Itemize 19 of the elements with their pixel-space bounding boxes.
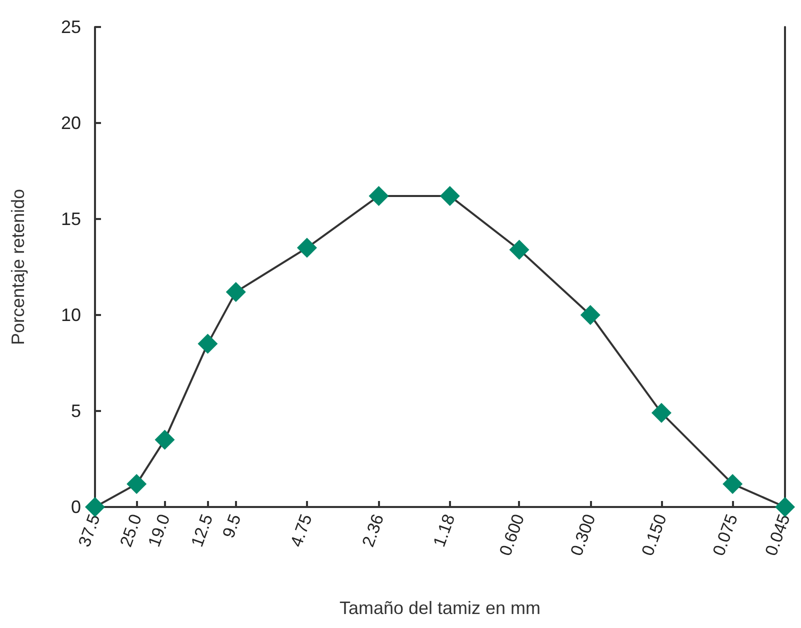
x-tick-label: 0.075 [709,512,742,558]
y-tick-label: 20 [60,113,81,133]
y-tick-label: 15 [60,209,81,229]
x-tick-label: 0.600 [496,512,528,558]
x-axis-title: Tamaño del tamiz en mm [339,598,541,618]
x-tick-label: 9.5 [218,512,245,540]
x-tick-label: 2.36 [358,512,388,550]
x-tick-label: 1.18 [430,512,459,550]
x-tick-label: 0.150 [638,512,670,558]
y-tick-label: 5 [70,401,81,421]
x-tick-label: 25.0 [116,512,146,550]
y-axis-title: Porcentaje retenido [8,188,28,346]
y-tick-label: 25 [60,17,81,37]
x-tick-label: 0.045 [762,512,794,558]
x-tick-label: 4.75 [286,512,316,550]
x-tick-label: 0.300 [566,512,600,558]
x-tick-label: 19.0 [144,512,174,550]
y-tick-label: 10 [60,305,81,325]
x-tick-label: 12.5 [187,512,217,550]
